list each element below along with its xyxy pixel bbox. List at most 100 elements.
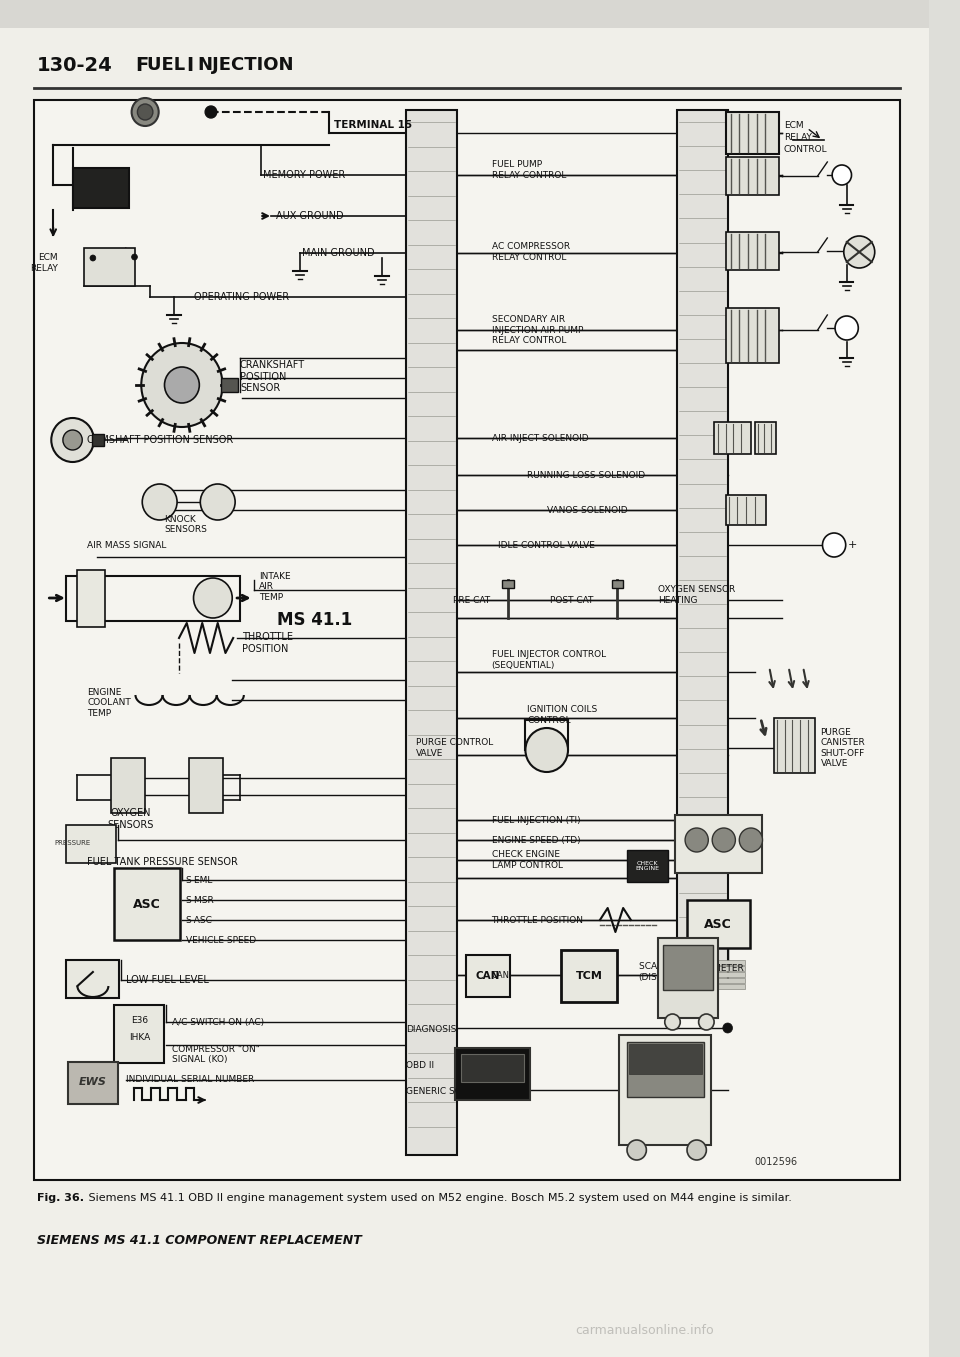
Bar: [707, 978, 745, 982]
Circle shape: [142, 484, 177, 520]
Text: ENGINE SPEED (TD): ENGINE SPEED (TD): [492, 836, 580, 844]
Text: S-MSR: S-MSR: [186, 896, 214, 905]
Text: INTAKE
AIR
TEMP: INTAKE AIR TEMP: [259, 573, 291, 601]
Text: PURGE
CANISTER
SHUT-OFF
VALVE: PURGE CANISTER SHUT-OFF VALVE: [821, 727, 865, 768]
Circle shape: [712, 828, 735, 852]
Bar: [84, 248, 134, 286]
Circle shape: [844, 236, 875, 267]
Bar: [707, 984, 745, 989]
Text: CONTROL: CONTROL: [783, 144, 828, 153]
Bar: [189, 759, 223, 813]
Bar: [774, 718, 815, 773]
Text: THROTTLE
POSITION: THROTTLE POSITION: [242, 632, 293, 654]
Text: E36: E36: [131, 1015, 148, 1025]
Bar: [406, 110, 457, 1155]
Bar: [707, 966, 745, 972]
Text: DIAGNOSIS: DIAGNOSIS: [406, 1026, 457, 1034]
Bar: [66, 825, 116, 863]
Text: ECM
RELAY: ECM RELAY: [30, 254, 58, 273]
Text: CHECK ENGINE
LAMP CONTROL: CHECK ENGINE LAMP CONTROL: [492, 851, 563, 870]
Circle shape: [832, 166, 852, 185]
Text: P: P: [839, 171, 845, 179]
Bar: [676, 816, 762, 873]
Bar: [629, 1044, 703, 1073]
Circle shape: [90, 255, 96, 261]
Circle shape: [132, 254, 137, 261]
Text: GENERIC SCAN TOOL: GENERIC SCAN TOOL: [406, 1087, 501, 1096]
Text: ASC: ASC: [704, 917, 732, 931]
Text: FUEL PUMP
RELAY CONTROL: FUEL PUMP RELAY CONTROL: [492, 160, 566, 179]
Text: VANOS SOLENOID: VANOS SOLENOID: [546, 506, 627, 514]
Text: OBD II: OBD II: [406, 1061, 435, 1069]
Text: M: M: [829, 540, 839, 550]
Text: Siemens MS 41.1 OBD II engine management system used on M52 engine. Bosch M5.2 s: Siemens MS 41.1 OBD II engine management…: [85, 1193, 792, 1204]
Text: Fig. 36.: Fig. 36.: [36, 1193, 84, 1204]
Bar: [502, 579, 514, 588]
Text: OPERATING POWER: OPERATING POWER: [194, 292, 289, 303]
Text: CRANKSHAFT
POSITION
SENSOR: CRANKSHAFT POSITION SENSOR: [240, 360, 305, 394]
Text: THROTTLE POSITION: THROTTLE POSITION: [492, 916, 584, 924]
Text: RELAY: RELAY: [783, 133, 811, 141]
Text: S-EML: S-EML: [186, 875, 213, 885]
Text: AIR MASS SIGNAL: AIR MASS SIGNAL: [87, 540, 166, 550]
Text: IGNITION COILS
CONTROL: IGNITION COILS CONTROL: [527, 706, 598, 725]
Text: carmanualsonline.info: carmanualsonline.info: [576, 1323, 714, 1337]
Bar: [34, 100, 900, 1181]
Text: SCAN TESTER
(DIS): SCAN TESTER (DIS): [638, 962, 701, 981]
Text: AIR INJECT SOLENOID: AIR INJECT SOLENOID: [492, 433, 588, 442]
Bar: [455, 1048, 530, 1101]
Circle shape: [525, 727, 568, 772]
Text: A/C SWITCH ON (AC): A/C SWITCH ON (AC): [172, 1018, 264, 1026]
Bar: [726, 308, 779, 364]
Circle shape: [685, 828, 708, 852]
Text: MS 41.1: MS 41.1: [276, 611, 352, 630]
Bar: [461, 1054, 524, 1082]
Circle shape: [664, 1014, 681, 1030]
Text: IHKA: IHKA: [129, 1034, 150, 1042]
Circle shape: [137, 104, 153, 119]
Text: MAIN GROUND: MAIN GROUND: [301, 248, 374, 258]
Bar: [726, 113, 779, 153]
Circle shape: [835, 316, 858, 341]
Circle shape: [205, 106, 217, 118]
Bar: [627, 1042, 705, 1096]
Bar: [0, 28, 929, 94]
Bar: [619, 1035, 711, 1145]
Text: NJECTION: NJECTION: [198, 56, 294, 75]
Text: AUX GROUND: AUX GROUND: [276, 210, 344, 221]
Text: TERMINAL 15: TERMINAL 15: [334, 119, 412, 130]
Bar: [66, 575, 240, 622]
Text: AC COMPRESSOR
RELAY CONTROL: AC COMPRESSOR RELAY CONTROL: [492, 243, 569, 262]
Circle shape: [723, 1023, 732, 1033]
Text: IDLE CONTROL VALVE: IDLE CONTROL VALVE: [498, 540, 595, 550]
Text: CAMSHAFT POSITION SENSOR: CAMSHAFT POSITION SENSOR: [87, 436, 233, 445]
Text: FUEL INJECTION (TI): FUEL INJECTION (TI): [492, 816, 580, 825]
Text: PRE CAT: PRE CAT: [453, 596, 490, 604]
Text: THROTTLE
POTENTIOMETER
POWER: THROTTLE POTENTIOMETER POWER: [667, 953, 743, 982]
Text: +: +: [848, 540, 860, 550]
Circle shape: [141, 343, 223, 427]
Text: POST CAT: POST CAT: [550, 596, 593, 604]
Text: 130-24: 130-24: [36, 56, 112, 75]
Text: 0012596: 0012596: [755, 1158, 798, 1167]
Bar: [707, 972, 745, 977]
Text: SECONDARY AIR
INJECTION AIR PUMP
RELAY CONTROL: SECONDARY AIR INJECTION AIR PUMP RELAY C…: [492, 315, 583, 345]
Circle shape: [63, 430, 83, 451]
Circle shape: [739, 828, 762, 852]
Bar: [92, 434, 104, 446]
Bar: [662, 944, 713, 991]
Bar: [714, 422, 751, 455]
Circle shape: [823, 533, 846, 556]
Bar: [755, 422, 776, 455]
Text: VEHICLE SPEED: VEHICLE SPEED: [186, 935, 256, 944]
Text: ASC: ASC: [133, 897, 161, 911]
Text: SIEMENS MS 41.1 COMPONENT REPLACEMENT: SIEMENS MS 41.1 COMPONENT REPLACEMENT: [36, 1234, 362, 1247]
Bar: [66, 959, 119, 997]
Text: FUEL TANK PRESSURE SENSOR: FUEL TANK PRESSURE SENSOR: [87, 858, 238, 867]
Text: S-ASC: S-ASC: [186, 916, 213, 924]
Text: RUNNING LOSS SOLENOID: RUNNING LOSS SOLENOID: [527, 471, 645, 479]
Circle shape: [627, 1140, 646, 1160]
Bar: [221, 379, 238, 392]
Text: ECM: ECM: [783, 121, 804, 129]
Text: KNOCK
SENSORS: KNOCK SENSORS: [164, 516, 207, 535]
